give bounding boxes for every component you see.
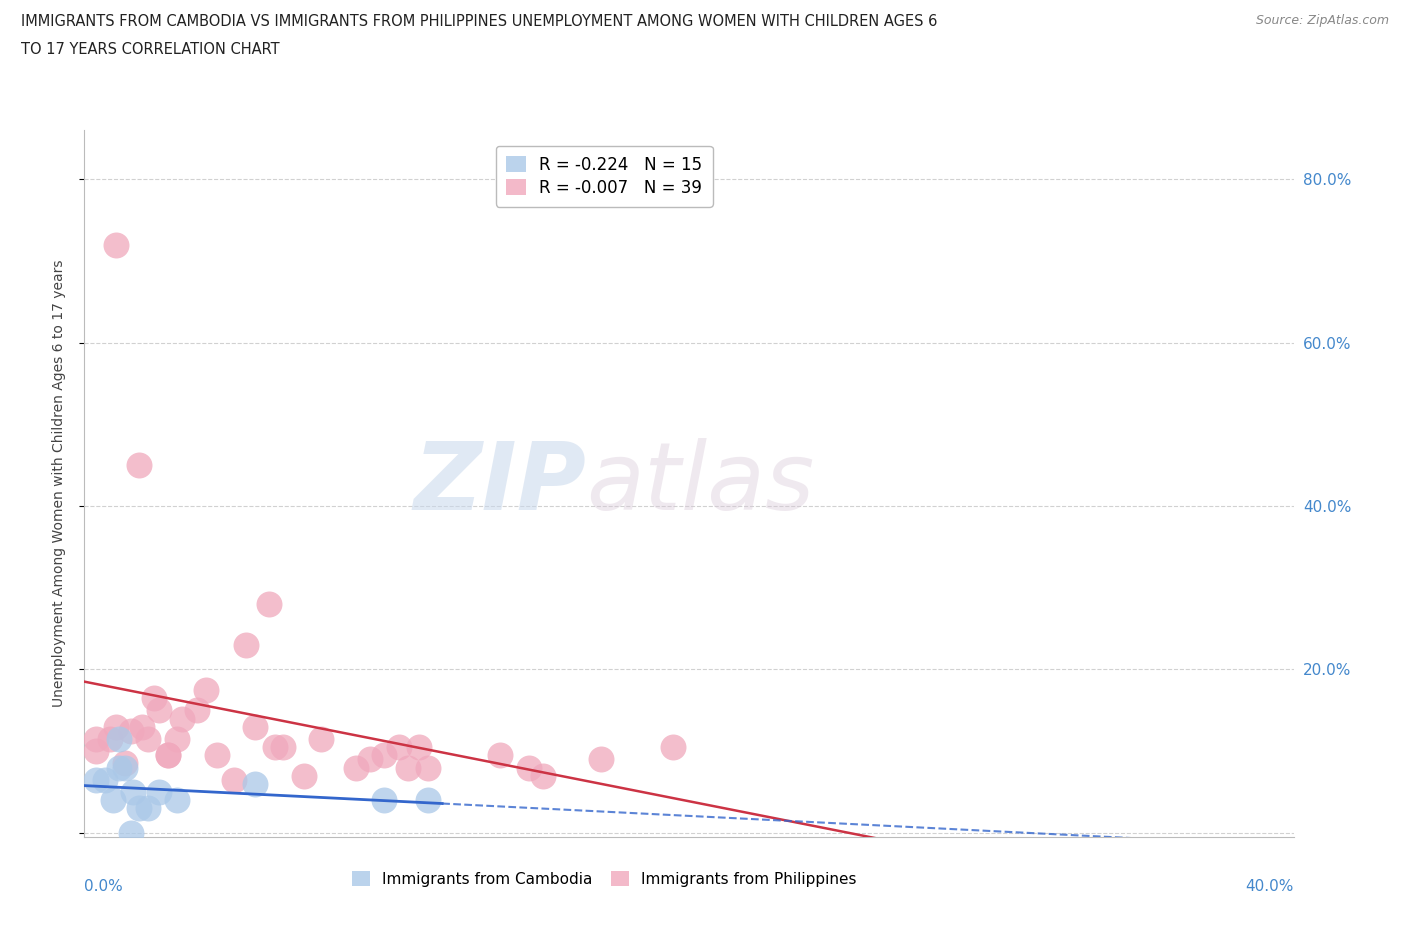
Point: [172, 711, 194, 726]
Point: [166, 732, 188, 747]
Point: [142, 691, 165, 706]
Y-axis label: Unemployment Among Women with Children Ages 6 to 17 years: Unemployment Among Women with Children A…: [52, 259, 66, 708]
Point: [359, 752, 381, 767]
Point: [131, 719, 153, 734]
Point: [388, 739, 411, 754]
Point: [128, 801, 150, 816]
Text: 40.0%: 40.0%: [1246, 880, 1294, 895]
Text: ZIP: ZIP: [413, 438, 586, 529]
Point: [186, 703, 208, 718]
Point: [105, 237, 128, 252]
Point: [93, 772, 115, 787]
Point: [122, 785, 145, 800]
Point: [273, 739, 295, 754]
Point: [114, 756, 136, 771]
Point: [148, 703, 170, 718]
Point: [531, 768, 554, 783]
Point: [517, 760, 540, 775]
Text: IMMIGRANTS FROM CAMBODIA VS IMMIGRANTS FROM PHILIPPINES UNEMPLOYMENT AMONG WOMEN: IMMIGRANTS FROM CAMBODIA VS IMMIGRANTS F…: [21, 14, 938, 29]
Point: [98, 732, 121, 747]
Point: [257, 597, 280, 612]
Point: [103, 792, 125, 807]
Point: [489, 748, 512, 763]
Point: [108, 760, 131, 775]
Point: [263, 739, 285, 754]
Point: [344, 760, 367, 775]
Text: 0.0%: 0.0%: [84, 880, 124, 895]
Point: [408, 739, 430, 754]
Point: [120, 724, 142, 738]
Point: [205, 748, 228, 763]
Point: [136, 801, 159, 816]
Point: [136, 732, 159, 747]
Point: [235, 638, 257, 653]
Text: TO 17 YEARS CORRELATION CHART: TO 17 YEARS CORRELATION CHART: [21, 42, 280, 57]
Point: [589, 752, 612, 767]
Point: [416, 760, 439, 775]
Point: [662, 739, 685, 754]
Point: [396, 760, 419, 775]
Point: [309, 732, 332, 747]
Point: [108, 732, 131, 747]
Point: [157, 748, 180, 763]
Point: [416, 792, 439, 807]
Point: [373, 748, 395, 763]
Point: [105, 719, 128, 734]
Point: [84, 732, 107, 747]
Text: Source: ZipAtlas.com: Source: ZipAtlas.com: [1256, 14, 1389, 27]
Point: [84, 744, 107, 759]
Point: [194, 683, 217, 698]
Point: [166, 792, 188, 807]
Legend: Immigrants from Cambodia, Immigrants from Philippines: Immigrants from Cambodia, Immigrants fro…: [346, 865, 863, 893]
Point: [120, 826, 142, 841]
Point: [292, 768, 315, 783]
Point: [148, 785, 170, 800]
Text: atlas: atlas: [586, 438, 814, 529]
Point: [243, 719, 266, 734]
Point: [128, 458, 150, 472]
Point: [243, 777, 266, 791]
Point: [373, 792, 395, 807]
Point: [157, 748, 180, 763]
Point: [224, 772, 246, 787]
Point: [84, 772, 107, 787]
Point: [114, 760, 136, 775]
